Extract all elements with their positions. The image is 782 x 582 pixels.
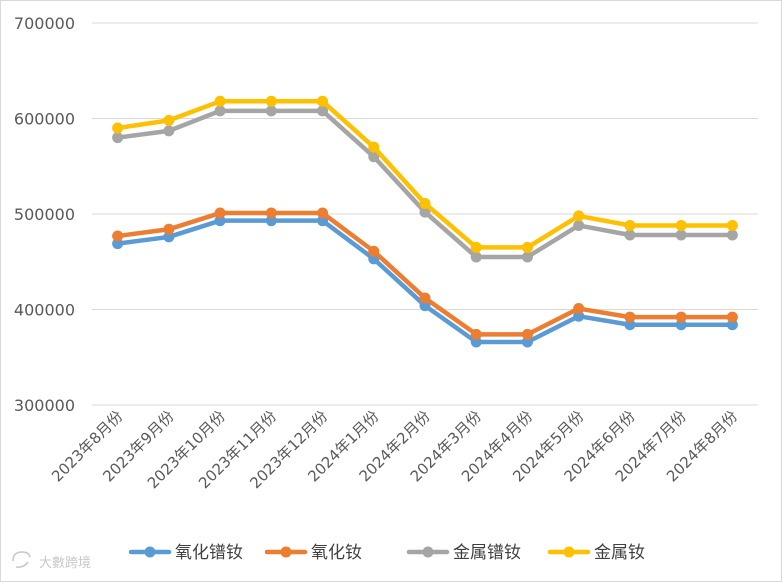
data-point (163, 125, 175, 137)
x-axis-ticks: 2023年8月份2023年9月份2023年10月份2023年11月份2023年1… (48, 407, 741, 492)
data-point (521, 241, 533, 253)
watermark-text: 大數跨境 (39, 556, 91, 571)
data-point (470, 336, 482, 348)
y-tick-label: 500000 (14, 205, 75, 224)
data-point (726, 229, 738, 241)
series-line (115, 210, 735, 337)
data-point (624, 219, 636, 231)
data-point (317, 207, 329, 219)
data-point (265, 95, 277, 107)
series-2 (112, 207, 738, 340)
data-point (214, 95, 226, 107)
data-point (214, 207, 226, 219)
data-point (317, 95, 329, 107)
series-3 (112, 105, 738, 263)
data-point (112, 238, 124, 250)
data-point (521, 251, 533, 263)
legend-marker (422, 546, 434, 558)
brand-logo-icon (12, 551, 31, 568)
legend-marker (144, 546, 156, 558)
data-point (317, 215, 329, 227)
data-point (419, 206, 431, 218)
series-lines (112, 95, 738, 348)
legend-label: 氧化镨钕 (175, 543, 243, 563)
legend-label: 金属镨钕 (453, 543, 521, 563)
legend: 氧化镨钕 氧化钕 金属镨钕 金属钕 (128, 543, 645, 563)
watermark: 大數跨境 (12, 551, 91, 571)
legend-marker (563, 546, 575, 558)
data-point (573, 303, 585, 315)
data-point (419, 292, 431, 304)
data-point (470, 241, 482, 253)
data-point (419, 300, 431, 312)
data-point (214, 105, 226, 117)
y-tick-label: 300000 (14, 396, 75, 415)
data-point (675, 319, 687, 331)
data-point (214, 215, 226, 227)
y-tick-label: 600000 (14, 110, 75, 129)
data-point (470, 251, 482, 263)
data-point (521, 328, 533, 340)
legend-item: 金属钕 (547, 543, 645, 563)
legend-item: 氧化钕 (264, 543, 362, 563)
data-point (675, 311, 687, 323)
series-4 (112, 95, 738, 253)
data-point (419, 197, 431, 209)
legend-item: 金属镨钕 (406, 543, 521, 563)
data-point (368, 245, 380, 257)
data-point (726, 319, 738, 331)
data-point (368, 141, 380, 153)
data-point (163, 223, 175, 235)
y-tick-label: 400000 (14, 301, 75, 320)
data-point (470, 328, 482, 340)
series-1 (112, 215, 738, 348)
legend-label: 金属钕 (594, 543, 645, 563)
data-point (163, 114, 175, 126)
series-line (115, 108, 735, 260)
data-point (112, 230, 124, 242)
data-point (726, 219, 738, 231)
data-point (624, 229, 636, 241)
data-point (317, 105, 329, 117)
legend-item: 氧化镨钕 (128, 543, 243, 563)
data-point (265, 105, 277, 117)
data-point (265, 207, 277, 219)
data-point (675, 229, 687, 241)
data-point (573, 210, 585, 222)
data-point (726, 311, 738, 323)
y-tick-label: 700000 (14, 14, 75, 33)
data-point (624, 311, 636, 323)
data-point (624, 319, 636, 331)
legend-marker (280, 546, 292, 558)
data-point (163, 231, 175, 243)
data-point (573, 219, 585, 231)
data-point (573, 310, 585, 322)
data-point (368, 151, 380, 163)
series-line (115, 218, 735, 345)
legend-label: 氧化钕 (311, 543, 362, 563)
data-point (265, 215, 277, 227)
data-point (521, 336, 533, 348)
data-point (675, 219, 687, 231)
data-point (112, 122, 124, 134)
y-axis-ticks: 300000 400000 500000 600000 700000 (14, 14, 75, 415)
data-point (112, 132, 124, 144)
